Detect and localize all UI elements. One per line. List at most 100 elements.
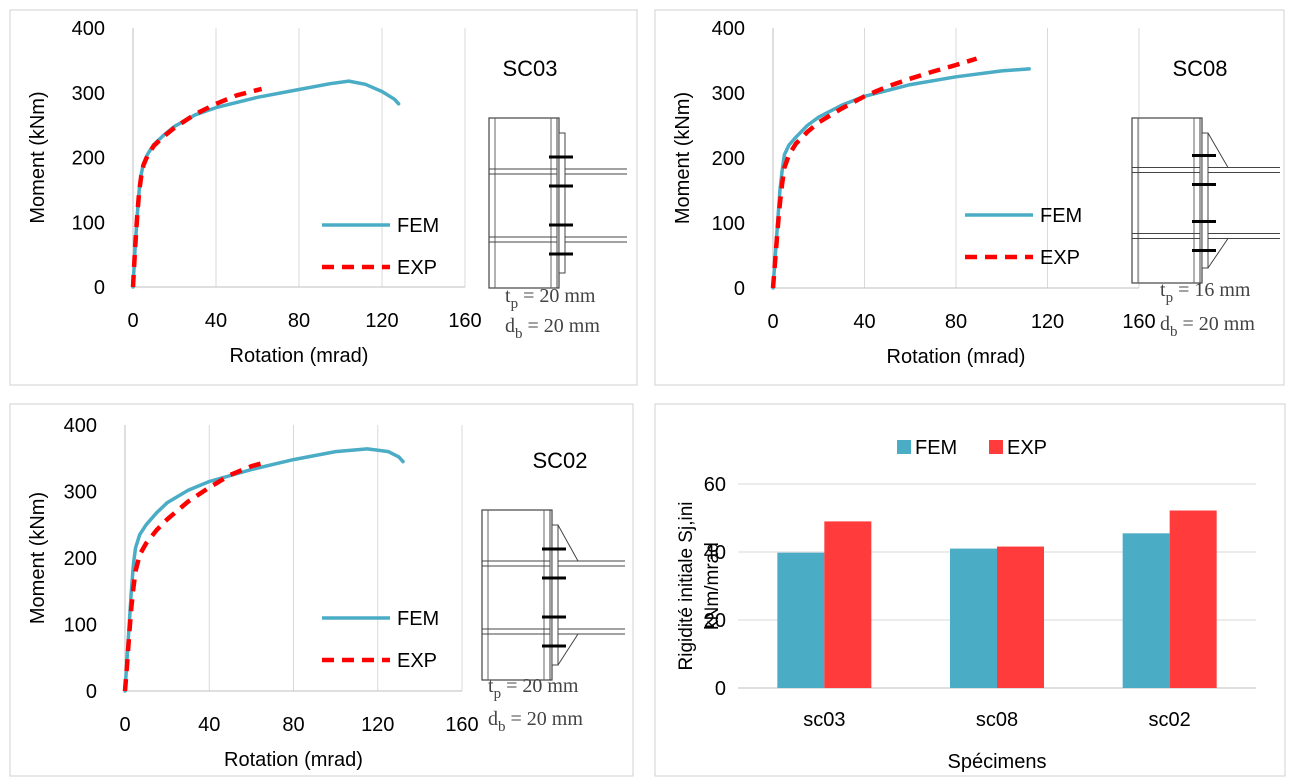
haunched-endplate-connection-drawing	[1131, 117, 1280, 284]
category-label: sc02	[1149, 709, 1191, 731]
y-axis-title-line2: kNm/mrad	[702, 542, 723, 630]
y-tick-label: 300	[72, 83, 105, 105]
haunch-top	[1207, 132, 1229, 168]
x-tick-label: 0	[127, 310, 138, 332]
db-value: = 20 mm	[523, 315, 601, 337]
haunch-bottom	[1207, 238, 1229, 269]
bar-fem-sc02	[1122, 533, 1170, 688]
y-tick-label: 20	[704, 610, 726, 632]
y-tick-label: 60	[704, 474, 726, 496]
line-chart-panel-3: 0 40 80 120 160 0 100 200 300 400 Rotation (mrad) M…	[9, 403, 634, 777]
db-symbol: d	[488, 708, 498, 730]
y-tick-label: 300	[712, 83, 745, 105]
stiffened-endplate-connection-drawing	[488, 117, 627, 289]
tp-subscript: p	[1166, 290, 1174, 306]
y-tick-label: 200	[712, 148, 745, 170]
series-line-fem	[123, 447, 405, 693]
y-tick-label: 100	[712, 213, 745, 235]
tp-value: = 20 mm	[518, 285, 596, 307]
x-tick-label: 120	[1031, 311, 1064, 333]
y-tick-label: 400	[72, 18, 105, 40]
legend-label-exp: EXP	[1040, 247, 1080, 269]
tp-annotation: tp = 20 mm	[488, 675, 579, 702]
x-tick-label: 0	[119, 714, 130, 736]
x-axis-title: Rotation (mrad)	[887, 346, 1026, 368]
y-tick-label: 300	[64, 482, 97, 504]
y-axis-title: Moment (kNm)	[27, 492, 49, 624]
y-tick-label: 0	[715, 678, 726, 700]
tp-subscript: p	[511, 296, 519, 312]
db-annotation: db = 20 mm	[488, 708, 583, 735]
y-tick-label: 200	[72, 148, 105, 170]
x-tick-label: 120	[361, 714, 394, 736]
legend-swatch-exp	[989, 440, 1003, 454]
y-tick-label: 0	[94, 277, 105, 299]
db-subscript: b	[515, 326, 523, 342]
end-plate	[551, 524, 559, 666]
db-subscript: b	[1170, 324, 1178, 340]
y-tick-label: 400	[712, 18, 745, 40]
series-line-exp	[770, 56, 978, 289]
chart-title: SC02	[532, 448, 587, 473]
end-plate	[558, 132, 566, 274]
db-value: = 20 mm	[1178, 313, 1256, 335]
chart-frame	[654, 9, 1285, 386]
y-tick-label: 0	[734, 278, 745, 300]
chart-title: SC03	[502, 56, 557, 81]
chart-title: SC08	[1172, 56, 1227, 81]
x-tick-label: 40	[205, 310, 227, 332]
haunch-top	[557, 524, 579, 562]
bar-fem-sc03	[777, 552, 825, 688]
db-subscript: b	[498, 719, 506, 735]
category-label: sc08	[976, 709, 1018, 731]
haunched-endplate-connection-drawing	[481, 509, 625, 681]
x-axis-title: Rotation (mrad)	[230, 345, 369, 367]
tp-symbol: t	[1160, 279, 1166, 301]
tp-annotation: tp = 20 mm	[505, 285, 596, 312]
tp-subscript: p	[494, 686, 502, 702]
bar-exp-sc08	[997, 546, 1044, 688]
y-tick-label: 100	[64, 615, 97, 637]
tp-annotation: tp = 16 mm	[1160, 279, 1251, 306]
line-chart-panel-1: 0 40 80 120 160 0 100 200 300 400 Rotation (mrad) M…	[9, 9, 638, 386]
x-axis-title: Rotation (mrad)	[224, 749, 363, 771]
haunch-bottom	[557, 633, 579, 666]
x-tick-label: 80	[288, 310, 310, 332]
y-axis-title: Moment (kNm)	[672, 92, 694, 224]
legend-label-exp: EXP	[397, 257, 437, 279]
bar-exp-sc02	[1169, 510, 1217, 688]
legend-label-fem: FEM	[1040, 205, 1082, 227]
x-tick-label: 40	[198, 714, 220, 736]
line-chart-panel-2: 0 40 80 120 160 0 100 200 300 400 Rotation (mrad) M…	[654, 9, 1285, 386]
x-tick-label: 40	[853, 311, 875, 333]
bar-fem-sc08	[950, 548, 997, 688]
legend-label-fem: FEM	[397, 215, 439, 237]
tp-value: = 16 mm	[1173, 279, 1251, 301]
y-tick-label: 400	[64, 415, 97, 437]
tp-symbol: t	[505, 285, 511, 307]
chart-frame	[9, 403, 634, 777]
db-value: = 20 mm	[506, 708, 584, 730]
legend-label-exp: EXP	[397, 650, 437, 672]
chart-frame	[9, 9, 638, 386]
y-tick-label: 200	[64, 548, 97, 570]
x-tick-label: 120	[365, 310, 398, 332]
tp-value: = 20 mm	[501, 675, 579, 697]
series-line-exp	[122, 459, 269, 692]
db-annotation: db = 20 mm	[505, 315, 600, 342]
end-plate	[1201, 132, 1209, 269]
db-annotation: db = 20 mm	[1160, 313, 1255, 340]
x-tick-label: 160	[448, 310, 481, 332]
x-tick-label: 160	[1122, 311, 1155, 333]
x-tick-label: 160	[445, 714, 478, 736]
x-tick-label: 0	[767, 311, 778, 333]
tp-symbol: t	[488, 675, 494, 697]
category-label: sc03	[803, 709, 845, 731]
legend-label-fem: FEM	[915, 437, 957, 459]
y-tick-label: 40	[704, 542, 726, 564]
x-tick-label: 80	[945, 311, 967, 333]
y-tick-label: 100	[72, 212, 105, 234]
legend-label-exp: EXP	[1007, 437, 1047, 459]
legend-swatch-fem	[897, 440, 911, 454]
